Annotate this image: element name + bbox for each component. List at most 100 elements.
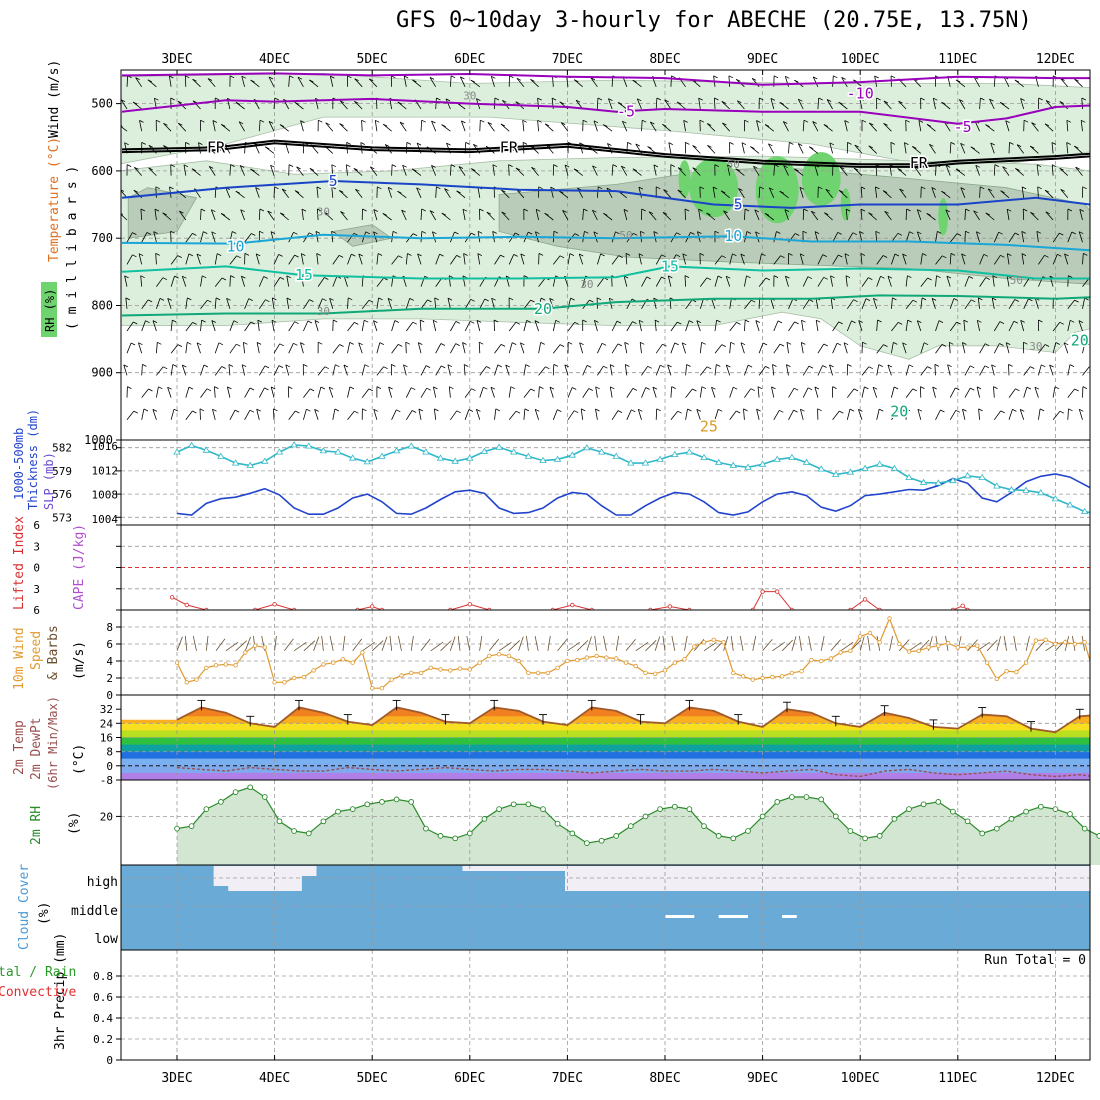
wind-barb — [772, 364, 775, 376]
wind-marker — [555, 665, 560, 670]
rh-label: 30 — [580, 278, 593, 291]
wind-barb — [768, 143, 775, 154]
wind-barb-flag — [839, 410, 844, 414]
wind-barb — [490, 387, 495, 398]
wind-barb — [178, 122, 187, 132]
wind-barb-flag — [745, 319, 750, 323]
rh2m-marker — [188, 823, 195, 829]
wind-barb — [703, 641, 717, 652]
wind-barb-flag — [798, 98, 803, 102]
wind-barb — [435, 365, 442, 376]
wind-barb-flag — [154, 97, 159, 101]
wind-barb — [1021, 231, 1025, 243]
wind-marker — [340, 657, 346, 662]
wind-barb — [935, 275, 937, 287]
wind-barb-flag — [688, 320, 694, 323]
wind-barb — [977, 297, 980, 309]
li-marker — [960, 603, 965, 608]
wind-barb — [508, 410, 517, 421]
rh2m-marker — [481, 816, 488, 822]
dewpt-line — [176, 766, 1090, 778]
wind-barb — [185, 253, 190, 265]
rh2m-marker — [759, 813, 766, 820]
wind-barb-flag — [579, 142, 584, 146]
wind-barb-flag — [296, 166, 301, 170]
cloud-high-gap — [579, 866, 595, 891]
wind-barb-flag — [550, 186, 555, 190]
wind-marker — [828, 656, 834, 661]
wind-barb — [1023, 298, 1029, 309]
wind-barb — [773, 255, 781, 265]
wind-barb-flag — [609, 297, 614, 301]
wind-barb — [179, 210, 187, 221]
wind-barb — [920, 277, 928, 287]
wind-barb-flag — [295, 410, 300, 414]
wind-barb — [664, 99, 672, 110]
wind-barb-flag — [674, 342, 679, 346]
wind-barb — [979, 277, 987, 287]
wind-barb-flag — [992, 297, 997, 301]
wind-barb-flag — [684, 208, 690, 212]
wind-barb — [815, 320, 819, 332]
wind-barb — [516, 78, 525, 88]
wind-barb — [861, 277, 869, 287]
wind-tick-label: 4 — [106, 655, 113, 668]
wind-barb-flag — [1009, 142, 1014, 145]
wind-barb — [567, 410, 575, 421]
cloud-unit-label: (%) — [37, 902, 52, 925]
wind-barb-flag — [823, 124, 829, 127]
wind-barb — [417, 342, 422, 354]
wind-barb-flag — [526, 320, 531, 323]
wind-barb-flag — [970, 365, 975, 369]
wind-barb-flag — [661, 276, 666, 280]
wind-barb — [1008, 142, 1010, 154]
wind-barb-flag — [124, 142, 129, 146]
rh2m-marker — [510, 801, 517, 808]
wind-barb — [1002, 166, 1010, 176]
isotherm-label: FR — [910, 154, 929, 172]
wind-barb-flag — [147, 299, 153, 303]
slp-marker — [773, 455, 781, 462]
wind-barb — [258, 276, 265, 287]
wind-barb — [860, 186, 863, 198]
wind-barb-flag — [1044, 254, 1049, 258]
rh2m-line — [176, 786, 1100, 844]
wind-barb — [891, 410, 899, 421]
wind-barb-flag — [388, 187, 393, 190]
wind-barb-flag — [300, 120, 305, 123]
rh2m-marker — [701, 823, 707, 829]
wind-barb — [1029, 145, 1039, 154]
slp-marker — [305, 442, 313, 449]
wind-barb — [420, 365, 427, 376]
cloud-high-gap — [535, 866, 551, 871]
wind-barb-flag — [530, 388, 535, 392]
wind-marker — [1053, 641, 1058, 647]
wind-barb — [156, 342, 158, 354]
wind-barb — [244, 321, 252, 332]
wind-barb-flag — [960, 187, 965, 190]
wind-barb-flag — [1007, 208, 1012, 212]
wind-barb — [163, 123, 172, 132]
wind-barb — [433, 386, 437, 398]
wind-barb — [373, 409, 378, 420]
wind-barb — [891, 297, 893, 309]
wind-marker — [838, 650, 843, 655]
wind-barb — [501, 211, 510, 221]
wind-barb-flag — [917, 408, 923, 412]
wind-barb — [508, 322, 517, 332]
wind-barb-flag — [706, 212, 711, 216]
wind-barb — [501, 189, 510, 199]
wind-barb — [820, 636, 825, 651]
wind-barb-flag — [875, 230, 880, 234]
wind-barb-flag — [421, 119, 426, 123]
li-segment — [752, 591, 793, 610]
cloud-high-gap — [506, 866, 522, 871]
wind-barb-flag — [429, 77, 435, 80]
wind-barb — [714, 97, 716, 110]
wind-barb — [897, 168, 907, 176]
wind-barb — [935, 255, 943, 265]
wind-barb-flag — [1071, 231, 1076, 235]
wind-barb-flag — [418, 408, 424, 412]
wind-barb — [457, 635, 461, 651]
wind-barb-flag — [838, 254, 843, 258]
